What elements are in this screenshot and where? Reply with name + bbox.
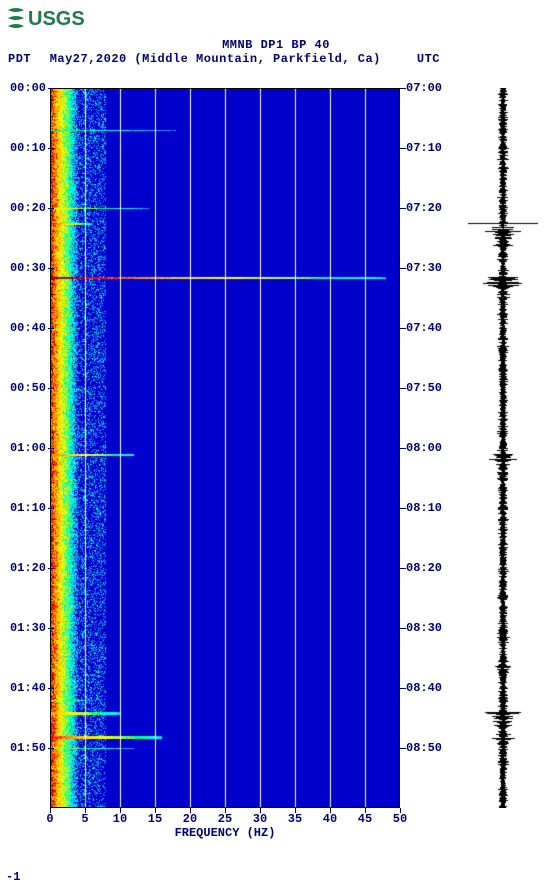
y-right-tick-label: 07:20 [406,201,442,215]
y-left-tick-label: 00:10 [10,141,46,155]
x-tick-label: 40 [323,812,337,826]
y-right-tick-label: 07:30 [406,261,442,275]
y-left-tick-label: 00:00 [10,81,46,95]
y-left-tick-label: 01:50 [10,741,46,755]
logo-text: USGS [28,8,85,30]
tz-right: UTC [417,52,440,66]
y-left-tick-label: 00:40 [10,321,46,335]
y-right-tick-label: 08:00 [406,441,442,455]
y-right-tick-label: 07:50 [406,381,442,395]
x-axis-label: FREQUENCY (HZ) [50,826,400,840]
y-right-tick-label: 08:30 [406,621,442,635]
y-left-tick-label: 00:30 [10,261,46,275]
y-right-tick-label: 07:00 [406,81,442,95]
y-right-tick-label: 08:10 [406,501,442,515]
y-right-tick-label: 07:40 [406,321,442,335]
usgs-logo: USGS [6,4,96,30]
y-right-tick-label: 07:10 [406,141,442,155]
x-tick-label: 10 [113,812,127,826]
x-tick-label: 35 [288,812,302,826]
x-tick-label: 25 [218,812,232,826]
title-line1: MMNB DP1 BP 40 [0,38,552,52]
x-tick-label: 0 [46,812,53,826]
x-tick-label: 30 [253,812,267,826]
y-left-tick-label: 01:40 [10,681,46,695]
date-location: May27,2020 (Middle Mountain, Parkfield, … [50,52,381,66]
chart-title: MMNB DP1 BP 40 PDT May27,2020 (Middle Mo… [0,38,552,66]
y-right-tick-label: 08:40 [406,681,442,695]
tz-left: PDT [8,52,42,66]
x-tick-label: 20 [183,812,197,826]
title-line2: PDT May27,2020 (Middle Mountain, Parkfie… [0,52,552,66]
y-left-tick-label: 01:30 [10,621,46,635]
y-left-tick-label: 00:50 [10,381,46,395]
y-left-tick-label: 01:00 [10,441,46,455]
y-left-tick-label: 01:10 [10,501,46,515]
x-tick-label: 50 [393,812,407,826]
x-tick-label: 5 [81,812,88,826]
x-tick-label: 15 [148,812,162,826]
y-left-tick-label: 00:20 [10,201,46,215]
seismogram-canvas [468,88,538,808]
y-right-tick-label: 08:50 [406,741,442,755]
spectrogram-canvas [50,88,400,808]
x-tick-label: 45 [358,812,372,826]
y-right-tick-label: 08:20 [406,561,442,575]
y-left-tick-label: 01:20 [10,561,46,575]
footer-mark: -1 [6,870,20,884]
